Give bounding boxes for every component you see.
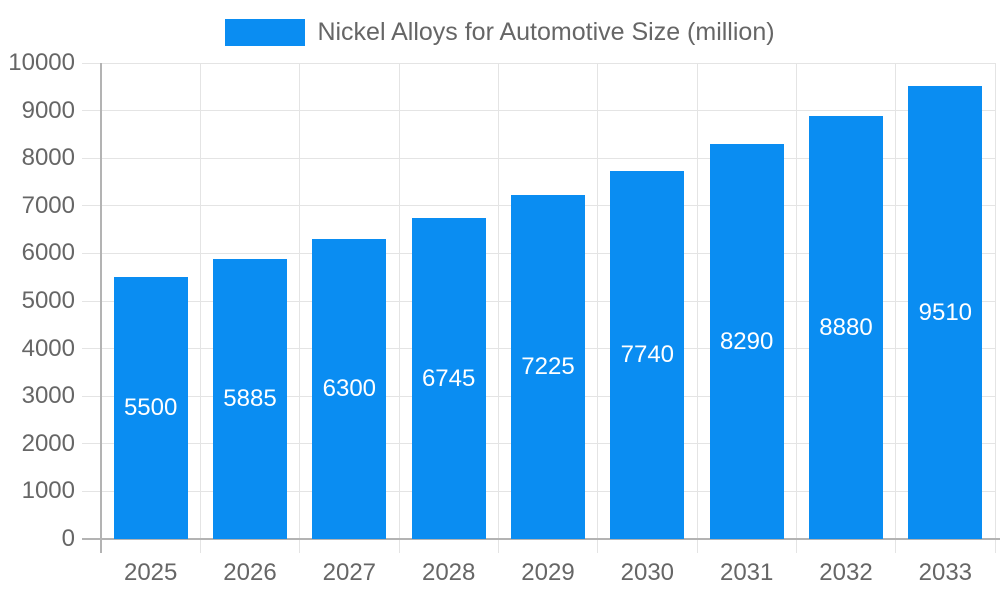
x-tick-label: 2025 xyxy=(123,559,178,586)
bar-value-label: 6300 xyxy=(322,375,377,402)
v-gridline xyxy=(597,63,599,553)
legend: Nickel Alloys for Automotive Size (milli… xyxy=(0,14,1000,50)
y-tick-label: 8000 xyxy=(21,144,75,172)
legend-item[interactable]: Nickel Alloys for Automotive Size (milli… xyxy=(225,17,775,47)
bar-2030[interactable]: 7740 xyxy=(610,171,685,539)
bar-value-label: 5500 xyxy=(123,394,178,421)
legend-swatch-icon xyxy=(225,18,306,46)
v-gridline xyxy=(497,63,499,553)
x-axis-line xyxy=(82,538,1000,540)
y-tick-label: 9000 xyxy=(21,96,75,124)
v-gridline xyxy=(696,63,698,553)
x-tick-label: 2031 xyxy=(719,559,774,586)
x-tick-label: 2029 xyxy=(521,559,575,586)
bar-2026[interactable]: 5885 xyxy=(213,259,287,539)
v-gridline xyxy=(398,63,400,553)
y-tick-label: 5000 xyxy=(21,287,75,314)
y-tick-label: 10000 xyxy=(8,49,75,76)
y-axis-line xyxy=(100,63,102,553)
y-tick-label: 4000 xyxy=(21,334,75,362)
h-gridline xyxy=(82,157,995,159)
bar-value-label: 8880 xyxy=(819,313,873,341)
bar-value-label: 5885 xyxy=(223,385,277,412)
bar-value-label: 7740 xyxy=(620,341,675,368)
y-tick-label: 3000 xyxy=(21,382,75,410)
y-tick-label: 7000 xyxy=(21,191,75,219)
bar-value-label: 6745 xyxy=(421,364,476,392)
bar-value-label: 8290 xyxy=(719,327,774,355)
x-tick-label: 2028 xyxy=(421,559,476,586)
y-tick-label: 2000 xyxy=(21,429,75,457)
bar-value-label: 9510 xyxy=(918,298,973,326)
x-tick-label: 2027 xyxy=(322,559,377,586)
v-gridline xyxy=(795,63,797,553)
bar-2029[interactable]: 7225 xyxy=(511,195,585,539)
bar-value-label: 7225 xyxy=(521,353,575,380)
bar-2033[interactable]: 9510 xyxy=(908,86,983,539)
v-gridline xyxy=(299,63,301,553)
y-tick-label: 1000 xyxy=(21,477,75,505)
plot-area: 0 1000 2000 3000 4000 5000 6000 7000 8000 9000 100… xyxy=(8,50,1000,586)
h-gridline xyxy=(82,62,995,64)
x-tick-label: 2030 xyxy=(620,559,675,586)
v-gridline xyxy=(199,63,201,553)
bar-2027[interactable]: 6300 xyxy=(312,239,387,539)
x-tick-label: 2033 xyxy=(918,559,973,586)
legend-label: Nickel Alloys for Automotive Size (milli… xyxy=(317,17,775,46)
v-gridline xyxy=(895,63,897,553)
x-tick-label: 2032 xyxy=(819,559,873,586)
v-gridline xyxy=(994,63,996,553)
x-tick-label: 2026 xyxy=(223,559,277,586)
h-gridline xyxy=(82,110,995,112)
bar-2032[interactable]: 8880 xyxy=(809,116,883,539)
bar-2028[interactable]: 6745 xyxy=(411,218,486,539)
y-tick-label: 0 xyxy=(61,525,75,552)
bar-2031[interactable]: 8290 xyxy=(709,144,784,539)
y-tick-label: 6000 xyxy=(21,239,75,267)
bar-2025[interactable]: 5500 xyxy=(113,277,188,539)
